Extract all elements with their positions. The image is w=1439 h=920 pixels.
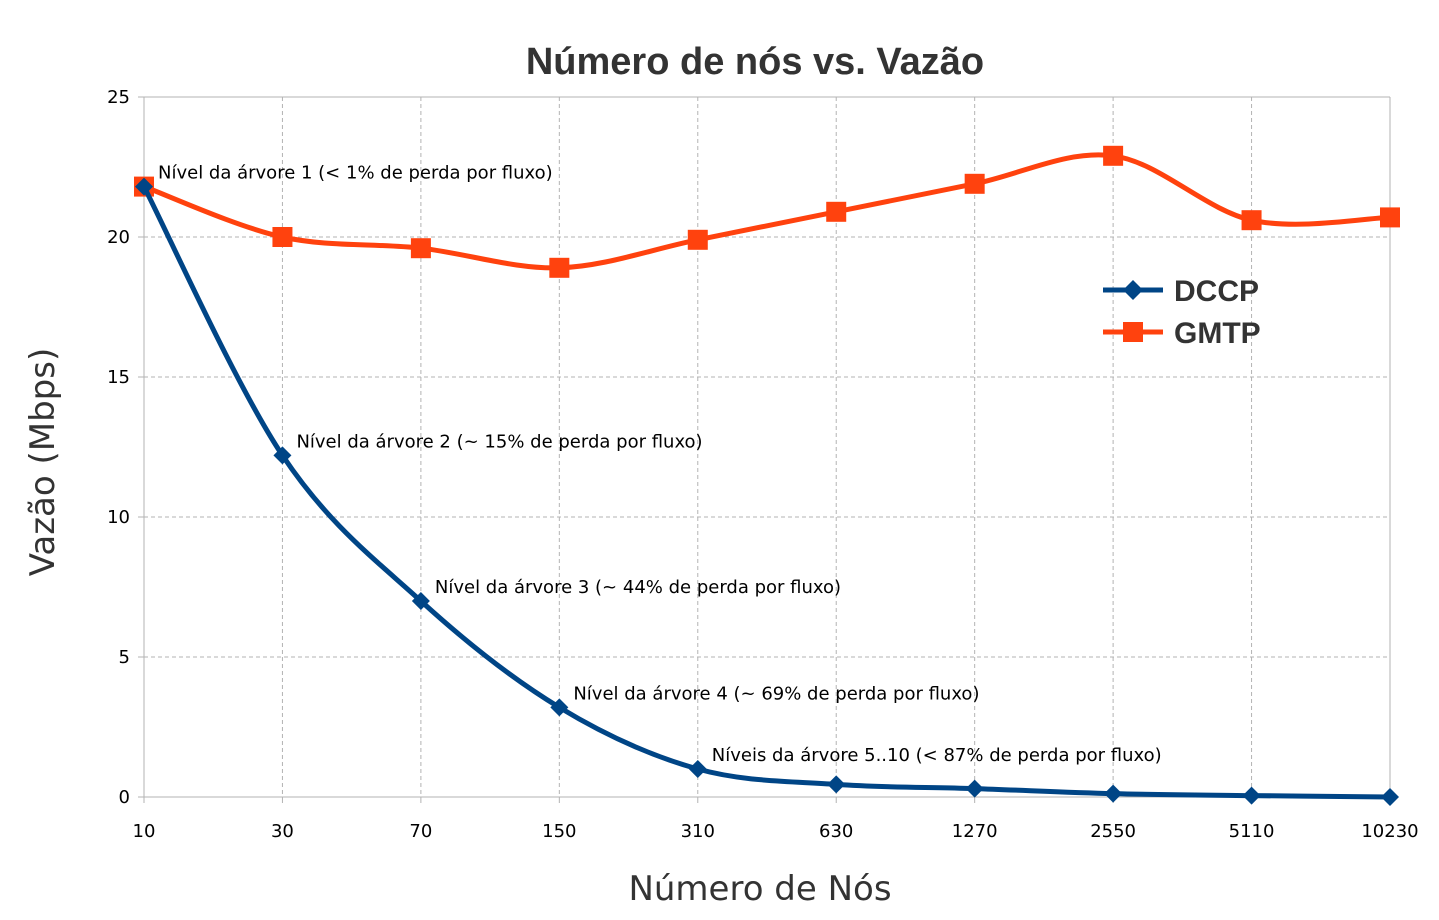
x-tick-label: 10230 [1361,821,1418,842]
gmtp-point [826,201,847,222]
x-tick-label: 630 [819,821,853,842]
data-annotation: Nível da árvore 2 (~ 15% de perda por fl… [296,431,702,452]
axes [138,96,1391,803]
dccp-point [411,592,430,610]
x-tick-label: 310 [681,821,715,842]
dccp-point [550,698,569,717]
data-annotation: Nível da árvore 4 (~ 69% de perda por fl… [573,683,979,704]
legend-gmtp-marker [1123,322,1143,342]
gmtp-point [1103,145,1124,166]
legend-dccp-marker [1123,280,1143,300]
data-annotation: Níveis da árvore 5..10 (< 87% de perda p… [712,745,1162,766]
dccp-point [1104,784,1123,803]
legend-gmtp-label: GMTP [1174,317,1261,350]
dccp-point [1381,788,1399,806]
gmtp-point [549,257,570,278]
x-tick-label: 1270 [952,821,998,842]
x-tick-label: 10 [133,821,156,842]
gmtp-point [964,173,985,194]
legend: DCCP GMTP [1103,275,1261,350]
gmtp-point [687,229,708,250]
legend-dccp-label: DCCP [1174,275,1259,308]
y-tick-label: 10 [107,507,130,528]
y-tick-label: 20 [107,227,130,248]
dccp-point [135,177,153,196]
x-axis-label: Número de Nós [628,869,891,909]
x-tick-label: 70 [409,821,432,842]
gmtp-point [1380,207,1400,228]
series-gmtp [134,145,1400,278]
x-tick-label: 5110 [1229,821,1275,842]
x-tick-label: 150 [542,821,576,842]
gmtp-point [1241,210,1262,231]
dccp-point [273,446,292,465]
x-tick-label: 30 [271,821,294,842]
data-annotation: Nível da árvore 3 (~ 44% de perda por fl… [435,577,841,598]
y-tick-label: 15 [107,367,130,388]
gmtp-point [410,238,431,259]
x-axis-ticks: 10 30 70 150 310 630 1270 2550 5110 10230 [133,821,1419,842]
dccp-point [688,760,707,778]
gmtp-point [272,227,293,247]
series-dccp [135,177,1399,806]
y-tick-label: 5 [119,647,130,668]
data-annotation: Nível da árvore 1 (< 1% de perda por flu… [158,163,553,184]
y-tick-label: 0 [119,787,130,808]
x-tick-label: 2550 [1090,821,1136,842]
series-group [134,145,1400,806]
dccp-point [1242,786,1261,805]
y-axis-label: Vazão (Mbps) [23,348,63,577]
dccp-point [827,775,846,794]
gmtp-line [143,152,1391,271]
annotations: Nível da árvore 1 (< 1% de perda por flu… [158,163,1162,766]
chart-title: Número de nós vs. Vazão [526,41,984,83]
dccp-point [965,779,984,798]
y-tick-label: 25 [107,87,130,108]
y-axis-ticks: 0 5 10 15 20 25 [107,87,130,808]
